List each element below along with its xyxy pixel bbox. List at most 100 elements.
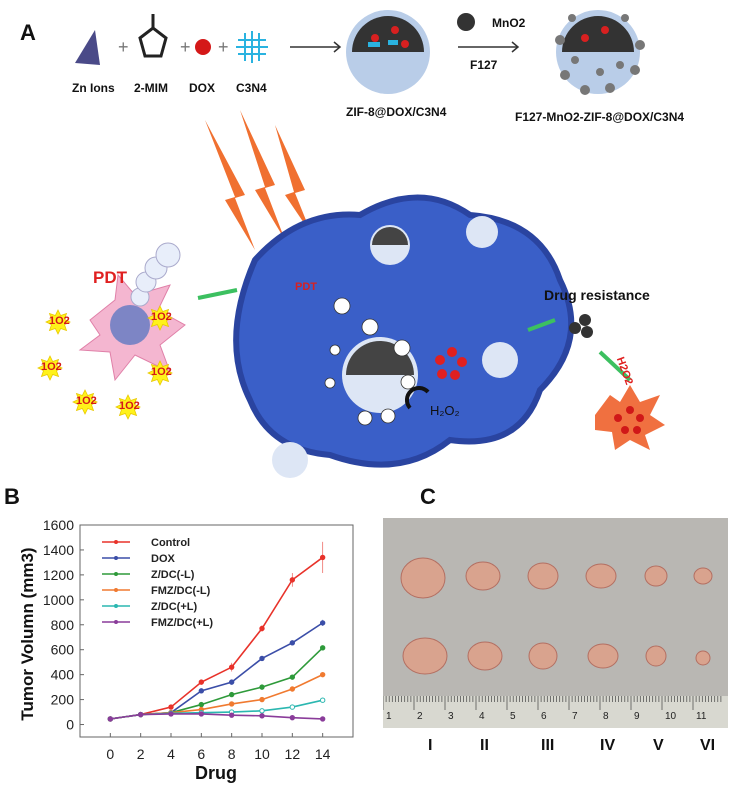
- y-tick-label: 600: [51, 642, 75, 658]
- data-point: [319, 554, 326, 561]
- data-point: [107, 716, 114, 722]
- group-label: I: [428, 737, 433, 754]
- laser-lightning-icon: [205, 110, 312, 250]
- x-tick-label: 12: [285, 746, 301, 762]
- singlet-oxygen-star: [45, 309, 71, 335]
- x-axis-label: Drug: [195, 763, 237, 783]
- singlet-oxygen-star: [115, 394, 141, 420]
- data-point: [289, 704, 296, 710]
- legend-marker: [114, 556, 118, 560]
- ruler-number: 11: [696, 711, 707, 722]
- data-point: [319, 671, 326, 678]
- data-point: [319, 716, 326, 722]
- data-point: [198, 679, 205, 685]
- legend-marker: [114, 604, 118, 608]
- tumor-cell: H₂O₂ PDT: [233, 194, 575, 468]
- data-point: [259, 625, 265, 632]
- x-tick-label: 2: [137, 746, 145, 762]
- series-line: [110, 713, 323, 720]
- plot-frame: [79, 524, 354, 738]
- singlet-oxygen-star: [72, 389, 98, 415]
- group-label: III: [541, 737, 555, 754]
- legend-label: Z/DC(-L): [151, 569, 195, 581]
- y-tick-label: 1600: [43, 517, 74, 533]
- data-point: [259, 655, 265, 662]
- singlet-oxygen-label: 1O2: [41, 361, 62, 373]
- tumor-volume-chart: 0 200 400 600 800 1000 1200 1400 1600 0 2 4 6 8 10 12 14…: [43, 517, 354, 762]
- data-point: [168, 704, 174, 710]
- singlet-oxygen-label: 1O2: [151, 366, 172, 378]
- ruler-number: 2: [417, 711, 423, 722]
- y-tick-label: 1000: [43, 592, 74, 608]
- series-line: [110, 622, 324, 720]
- data-point: [137, 711, 144, 718]
- zif8-particle: [346, 10, 430, 94]
- data-point: [259, 708, 265, 714]
- zn-ions-tetrahedron: [75, 30, 100, 65]
- f127-label: F127: [470, 58, 498, 72]
- group-label: VI: [700, 737, 716, 754]
- tumor-photo: [383, 518, 728, 728]
- legend-label: DOX: [151, 553, 176, 565]
- h2o2-label-cell: H₂O₂: [430, 403, 460, 418]
- svg-text:+: +: [180, 37, 191, 57]
- ruler-number: 6: [541, 711, 547, 722]
- group-label: II: [480, 737, 489, 754]
- ruler-number: 3: [448, 711, 454, 722]
- data-point: [289, 640, 296, 646]
- legend-marker: [114, 540, 118, 544]
- reagent-2-mim: 2-MIM: [134, 81, 168, 95]
- legend-label: FMZ/DC(+L): [151, 617, 213, 629]
- x-tick-label: 8: [228, 746, 236, 762]
- y-axis-label: Tumor Volumn (mm3): [18, 547, 37, 721]
- singlet-oxygen-label: 1O2: [151, 311, 172, 323]
- product-f127-label: F127-MnO2-ZIF-8@DOX/C3N4: [515, 110, 685, 124]
- y-tick-label: 400: [51, 667, 75, 683]
- singlet-oxygen-label: 1O2: [119, 400, 140, 412]
- pdt-label-cell: PDT: [295, 281, 317, 293]
- data-point: [289, 714, 296, 721]
- legend-label: Z/DC(+L): [151, 601, 197, 613]
- schematic-diagram: + + + H₂O₂ PDT: [37, 10, 665, 478]
- mno2-particle: [457, 13, 475, 31]
- legend-label: Control: [151, 537, 190, 549]
- legend-marker: [114, 588, 118, 592]
- singlet-oxygen-star: [147, 305, 173, 331]
- ruler-number: 7: [572, 711, 578, 722]
- data-point: [289, 686, 296, 692]
- drug-resistance-label: Drug resistance: [544, 287, 650, 303]
- group-label: IV: [600, 737, 616, 754]
- pdt-burst: [78, 242, 186, 382]
- y-tick-label: 800: [51, 617, 75, 633]
- drug-cluster-icon: [569, 314, 593, 338]
- f127-mno2-particle: [555, 10, 645, 95]
- x-tick-label: 6: [197, 746, 205, 762]
- mno2-label: MnO2: [492, 16, 526, 30]
- data-point: [198, 701, 205, 708]
- data-point: [319, 620, 326, 626]
- data-point: [259, 696, 265, 703]
- reagent-c3n4: C3N4: [236, 81, 267, 95]
- ruler-number: 8: [603, 711, 609, 722]
- panel-c-label: C: [420, 484, 436, 509]
- svg-text:+: +: [218, 37, 229, 57]
- singlet-oxygen-label: 1O2: [49, 315, 70, 327]
- legend-label: FMZ/DC(-L): [151, 585, 211, 597]
- plus-sign: +: [118, 37, 129, 57]
- y-tick-label: 200: [51, 692, 75, 708]
- y-tick-label: 1200: [43, 567, 74, 583]
- data-point: [228, 664, 235, 670]
- x-tick-label: 4: [167, 746, 175, 762]
- arrow-to-pdt: [197, 288, 238, 300]
- data-point: [319, 645, 326, 651]
- data-point: [168, 711, 174, 717]
- reagent-dox: DOX: [189, 81, 216, 95]
- series-line: [110, 556, 324, 720]
- data-point: [198, 688, 205, 694]
- data-point: [228, 701, 235, 707]
- data-point: [289, 577, 296, 583]
- ruler: [383, 696, 728, 728]
- x-tick-label: 10: [254, 746, 270, 762]
- ruler-number: 5: [510, 711, 516, 722]
- o2-release-burst: [595, 385, 665, 450]
